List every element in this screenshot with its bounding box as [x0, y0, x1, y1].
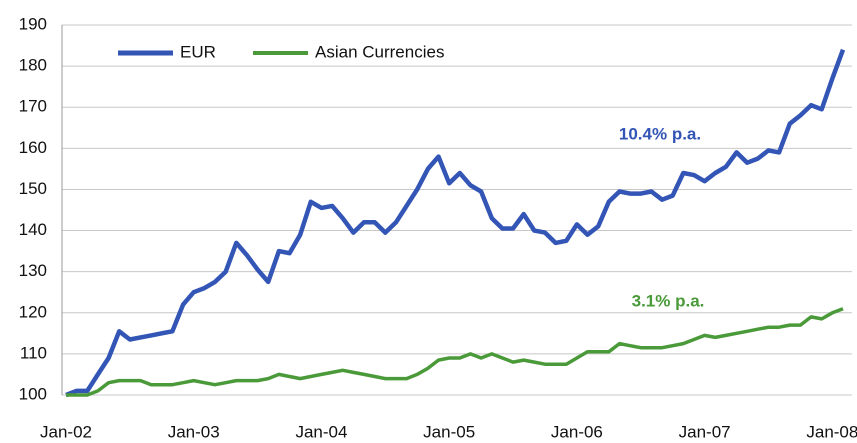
y-tick-label: 170 — [19, 97, 47, 116]
x-tick-label: Jan-03 — [168, 422, 220, 441]
y-tick-label: 160 — [19, 138, 47, 157]
y-tick-label: 100 — [19, 384, 47, 403]
x-tick-label: Jan-04 — [295, 422, 347, 441]
annotation: 10.4% p.a. — [619, 124, 701, 143]
y-tick-label: 150 — [19, 179, 47, 198]
line-series — [66, 307, 844, 397]
x-tick-label: Jan-02 — [40, 422, 92, 441]
annotation: 3.1% p.a. — [632, 291, 705, 310]
x-tick-label: Jan-06 — [551, 422, 603, 441]
y-tick-label: 180 — [19, 56, 47, 75]
y-tick-label: 130 — [19, 261, 47, 280]
y-tick-label: 140 — [19, 220, 47, 239]
x-tick-label: Jan-07 — [679, 422, 731, 441]
y-tick-label: 190 — [19, 14, 47, 33]
line-series — [65, 48, 846, 398]
y-tick-label: 110 — [20, 343, 47, 362]
x-tick-label: Jan-08 — [806, 422, 857, 441]
legend-label: EUR — [180, 42, 216, 61]
x-tick-label: Jan-05 — [423, 422, 475, 441]
y-tick-label: 120 — [19, 302, 47, 321]
legend-label: Asian Currencies — [315, 42, 444, 61]
